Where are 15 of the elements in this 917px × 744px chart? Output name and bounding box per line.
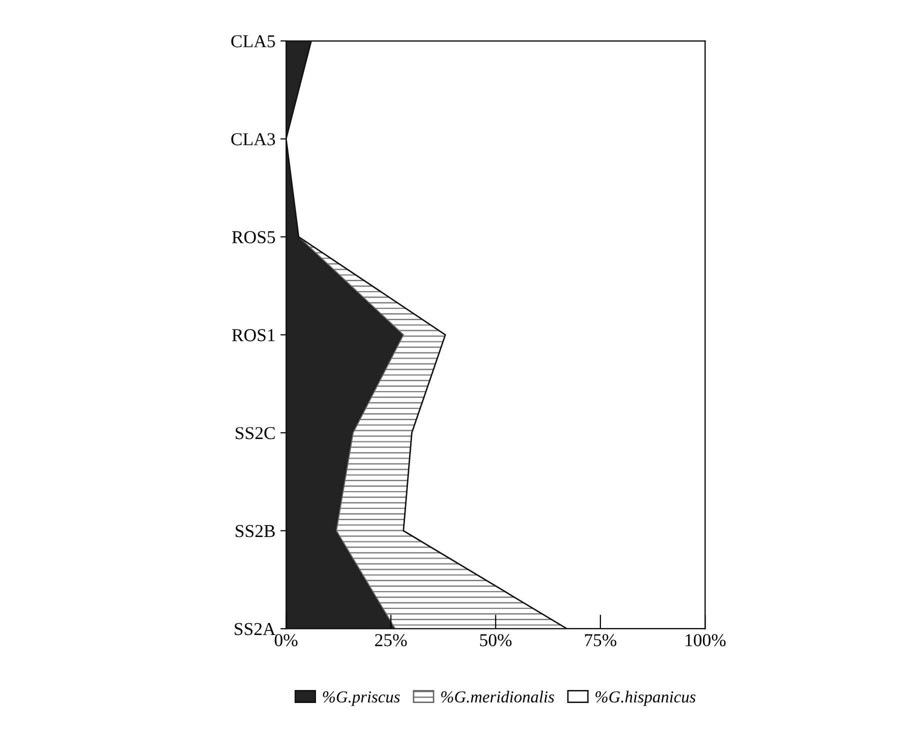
x-tick-label: 50% — [480, 634, 512, 646]
x-tick-label: 100% — [686, 634, 726, 646]
x-tick-label: 75% — [585, 634, 616, 646]
y-tick-label: CLA3 — [231, 133, 275, 146]
y-tick-label: ROS1 — [232, 329, 275, 342]
y-tick-label: SS2B — [236, 525, 275, 538]
legend-label: %G.hispanicus — [596, 690, 696, 706]
legend-label: %G.priscus — [322, 691, 400, 706]
x-tick-label: 0% — [274, 634, 298, 646]
x-tick-label: 25% — [375, 634, 407, 646]
y-tick-label: ROS5 — [232, 231, 275, 244]
y-tick-label: SS2A — [234, 622, 276, 636]
y-tick-label: CLA5 — [231, 35, 275, 48]
legend-label: %G.meridionalis — [441, 690, 554, 703]
y-tick-label: SS2C — [236, 427, 275, 440]
